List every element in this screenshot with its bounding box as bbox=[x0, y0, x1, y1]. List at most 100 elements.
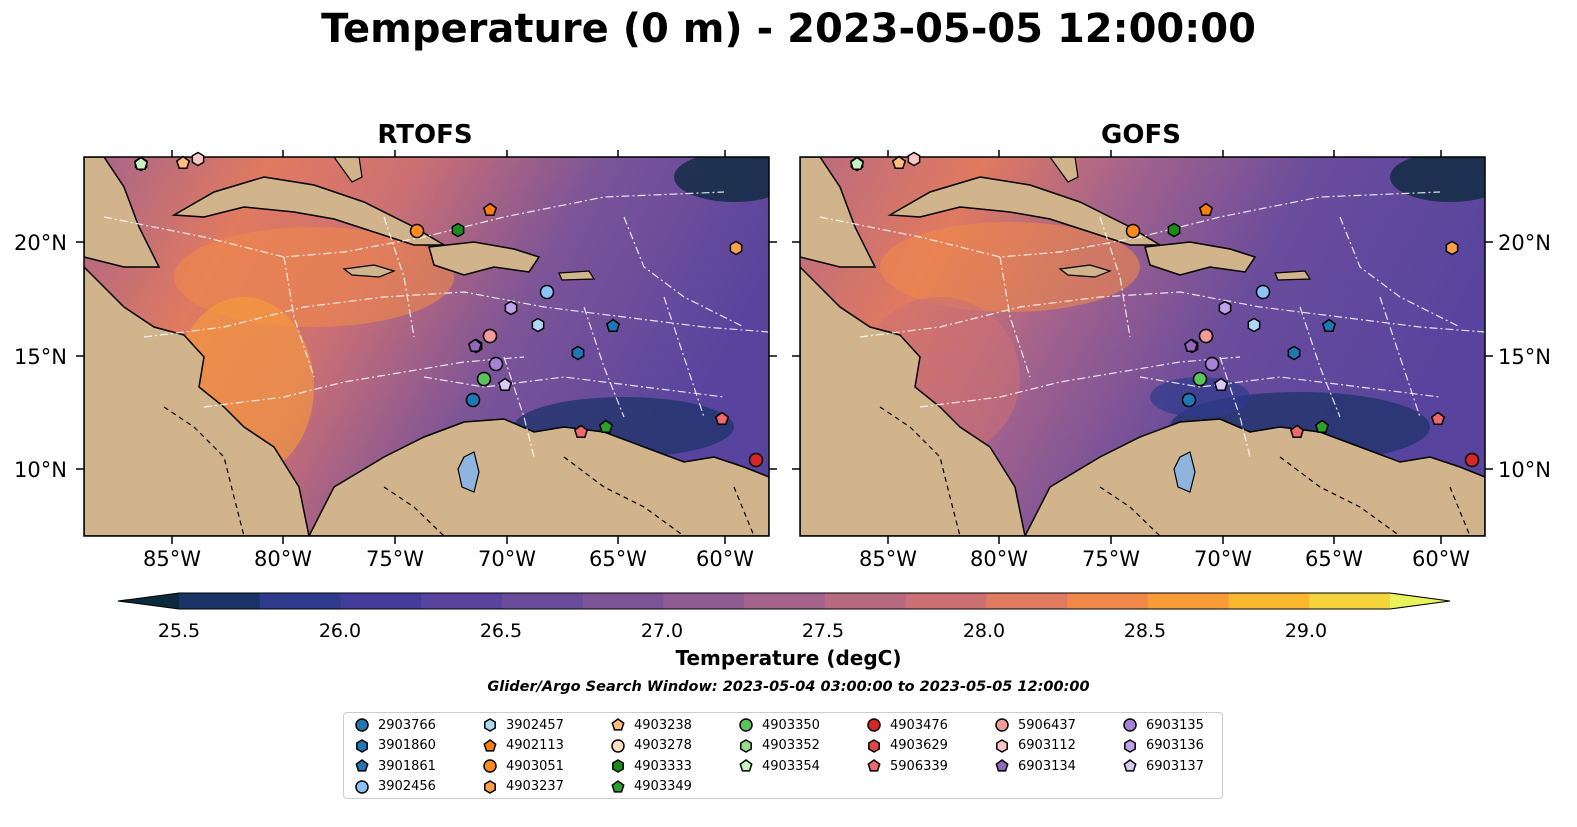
legend-marker-shape bbox=[867, 759, 881, 772]
legend-item-4903051: 4903051 bbox=[482, 756, 564, 776]
lon-label-75w-right: 75°W bbox=[1082, 547, 1140, 571]
legend-marker-shape bbox=[995, 718, 1009, 732]
float-marker-2903766-rtofs bbox=[465, 392, 481, 408]
legend-marker-hexagon-icon bbox=[996, 738, 1008, 753]
float-marker-5906339-rtofs bbox=[573, 424, 589, 439]
float-marker-6903134-rtofs bbox=[467, 338, 483, 353]
legend-marker-shape bbox=[483, 738, 497, 752]
legend-item-4903333: 4903333 bbox=[610, 756, 692, 776]
lon-label-60w-left: 60°W bbox=[696, 547, 754, 571]
legend-marker-shape bbox=[1123, 718, 1137, 732]
float-marker-4903350-rtofs bbox=[476, 371, 492, 387]
legend-item-3902456: 3902456 bbox=[354, 777, 436, 797]
legend-item-6903134: 6903134 bbox=[994, 756, 1076, 776]
colorbar-segment bbox=[179, 593, 261, 609]
legend-marker-shape bbox=[996, 738, 1008, 753]
legend-marker-pentagon-icon bbox=[355, 759, 369, 772]
legend-label: 4903629 bbox=[890, 738, 948, 753]
legend-item-4903238: 4903238 bbox=[610, 715, 692, 735]
colorbar-segment bbox=[421, 593, 503, 609]
legend-item-4903278: 4903278 bbox=[610, 736, 692, 756]
float-marker-4903354-gofs bbox=[849, 156, 865, 171]
legend-marker-circle-icon bbox=[355, 779, 369, 794]
legend-marker-shape bbox=[867, 718, 881, 732]
float-marker-4903349-gofs bbox=[1314, 419, 1330, 434]
legend-item-4903354: 4903354 bbox=[738, 756, 820, 776]
lon-label-60w-right: 60°W bbox=[1412, 547, 1470, 571]
legend-label: 4903278 bbox=[634, 738, 692, 753]
legend-marker-pentagon-icon bbox=[1123, 759, 1137, 772]
float-marker-4903333-gofs bbox=[1167, 222, 1181, 238]
colorbar-extend-min bbox=[118, 593, 179, 609]
legend-item-4902113: 4902113 bbox=[482, 736, 564, 756]
float-marker-5906339-gofs bbox=[1289, 424, 1305, 439]
legend-label: 3902456 bbox=[378, 779, 436, 794]
legend-item-3902457: 3902457 bbox=[482, 715, 564, 735]
colorbar-segment bbox=[259, 593, 341, 609]
legend-label: 3901860 bbox=[378, 738, 436, 753]
legend-marker-shape bbox=[612, 759, 624, 773]
colorbar-label: Temperature (degC) bbox=[675, 646, 902, 670]
legend-label: 5906437 bbox=[1018, 717, 1076, 733]
float-marker-4903354-rtofs bbox=[133, 156, 149, 171]
colorbar-extend-max bbox=[1390, 593, 1450, 609]
legend-marker-pentagon-icon bbox=[867, 759, 881, 772]
legend-marker-shape bbox=[356, 738, 368, 753]
float-marker-5906339-gofs bbox=[1430, 411, 1446, 426]
float-marker-5906437-gofs bbox=[1198, 328, 1214, 344]
float-marker-3902457-rtofs bbox=[531, 317, 545, 333]
legend-marker-shape bbox=[355, 779, 369, 794]
float-marker-6903135-rtofs bbox=[488, 356, 504, 372]
legend-item-5906339: 5906339 bbox=[866, 756, 948, 776]
colorbar-segment bbox=[1067, 593, 1149, 609]
lon-label-65w-left: 65°W bbox=[589, 547, 647, 571]
float-marker-4903238-gofs bbox=[891, 155, 907, 170]
legend-marker-hexagon-icon bbox=[484, 779, 496, 794]
float-marker-5906339-rtofs bbox=[714, 411, 730, 426]
colorbar-tick-26-0: 26.0 bbox=[318, 620, 362, 642]
float-marker-3901861-gofs bbox=[1321, 318, 1337, 333]
legend-label: 3901861 bbox=[378, 758, 436, 774]
lon-label-80w-left: 80°W bbox=[254, 547, 312, 571]
lon-label-70w-right: 70°W bbox=[1194, 547, 1252, 571]
float-marker-6903135-gofs bbox=[1204, 356, 1220, 372]
legend-marker-shape bbox=[484, 718, 496, 732]
colorbar-segment bbox=[744, 593, 826, 609]
legend-marker-shape bbox=[484, 779, 496, 794]
legend-item-4903237: 4903237 bbox=[482, 777, 564, 797]
float-marker-4903051-gofs bbox=[1125, 223, 1141, 239]
colorbar-segment bbox=[1309, 593, 1391, 609]
legend-label: 4903349 bbox=[634, 779, 692, 794]
legend-label: 6903137 bbox=[1146, 758, 1204, 774]
legend-item-4903629: 4903629 bbox=[866, 736, 948, 756]
legend-marker-shape bbox=[740, 738, 752, 753]
lat-label-15n-right: 15°N bbox=[1498, 345, 1551, 369]
colorbar-tick-26-5: 26.5 bbox=[479, 620, 523, 642]
legend-marker-shape bbox=[1124, 738, 1136, 753]
lat-label-15n-left: 15°N bbox=[14, 345, 67, 369]
float-marker-4903051-rtofs bbox=[409, 223, 425, 239]
panel-title-rtofs: RTOFS bbox=[377, 120, 473, 150]
legend-item-6903136: 6903136 bbox=[1122, 736, 1204, 756]
legend-label: 4903237 bbox=[506, 779, 564, 794]
float-marker-6903137-rtofs bbox=[497, 377, 513, 392]
colorbar-tick-28-5: 28.5 bbox=[1123, 620, 1167, 642]
legend-item-4903350: 4903350 bbox=[738, 715, 820, 735]
search-window-text: Glider/Argo Search Window: 2023-05-04 03… bbox=[487, 679, 1090, 695]
float-marker-4903350-gofs bbox=[1192, 371, 1208, 387]
legend-marker-shape bbox=[355, 759, 369, 772]
figure-title: Temperature (0 m) - 2023-05-05 12:00:00 bbox=[321, 6, 1256, 52]
legend-label: 4903352 bbox=[762, 738, 820, 753]
legend-marker-circle-icon bbox=[867, 718, 881, 732]
colorbar-tick-27-0: 27.0 bbox=[640, 620, 684, 642]
legend-marker-shape bbox=[1123, 759, 1137, 772]
colorbar-tick-27-5: 27.5 bbox=[801, 620, 845, 642]
legend-marker-shape bbox=[483, 759, 497, 773]
legend-label: 4903350 bbox=[762, 717, 820, 733]
colorbar-segment bbox=[501, 593, 584, 609]
legend-marker-pentagon-icon bbox=[483, 738, 497, 752]
legend-marker-hexagon-icon bbox=[356, 738, 368, 753]
lat-label-20n-right: 20°N bbox=[1498, 231, 1551, 255]
colorbar-outline bbox=[117, 592, 1451, 610]
legend-label: 6903135 bbox=[1146, 717, 1204, 733]
